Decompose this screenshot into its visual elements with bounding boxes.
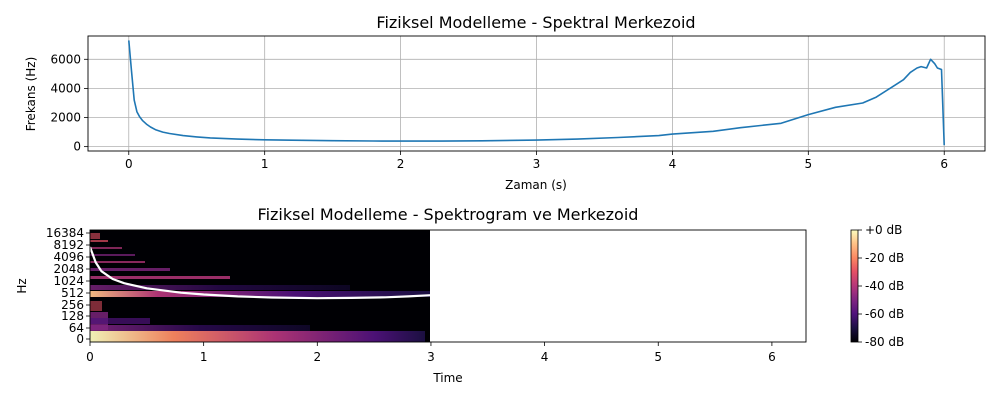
chart1-series-line — [128, 40, 945, 146]
centroid-line — [88, 246, 432, 300]
colorbar-tick-label: +0 dB — [865, 223, 902, 237]
chart1-y-tick-label: 0 — [73, 140, 81, 154]
chart2-y-tick-label: 1024 — [53, 274, 84, 288]
colorbar-ticks: +0 dB -20 dB -40 dB -60 dB -80 dB — [858, 223, 904, 349]
chart2-y-tick-label: 2048 — [53, 262, 84, 276]
chart2-y-tick-label: 128 — [61, 309, 84, 323]
chart1-grid — [88, 36, 985, 151]
chart2-x-tick-label: 3 — [427, 350, 435, 364]
chart2-y-tick-label: 16384 — [46, 226, 84, 240]
chart2-x-ticks: 0 1 2 3 4 5 6 — [86, 342, 776, 364]
chart1-x-tick-label: 3 — [533, 157, 541, 171]
chart2-x-tick-label: 1 — [200, 350, 208, 364]
chart1-x-ticks: 0 1 2 3 4 5 6 — [125, 151, 948, 171]
chart1-title: Fiziksel Modelleme - Spektral Merkezoid — [376, 13, 695, 32]
spectrogram-image — [90, 230, 806, 342]
chart1-y-ticks: 0 2000 4000 6000 — [50, 52, 88, 154]
chart2-y-tick-label: 512 — [61, 286, 84, 300]
chart2-y-tick-label: 256 — [61, 298, 84, 312]
chart2-y-label: Hz — [15, 278, 29, 293]
chart2-x-tick-label: 5 — [654, 350, 662, 364]
chart1-x-tick-label: 5 — [804, 157, 812, 171]
colorbar-tick-label: -60 dB — [865, 307, 904, 321]
chart1-x-tick-label: 1 — [261, 157, 269, 171]
chart1-x-tick-label: 6 — [940, 157, 948, 171]
chart2-x-tick-label: 4 — [541, 350, 549, 364]
chart2-x-label: Time — [432, 371, 462, 385]
colorbar-tick-label: -20 dB — [865, 251, 904, 265]
chart2-y-tick-label: 0 — [76, 332, 84, 346]
colorbar — [850, 229, 859, 343]
chart1-y-tick-label: 2000 — [50, 111, 81, 125]
chart1-x-tick-label: 0 — [125, 157, 133, 171]
chart2-axes-frame — [89, 229, 807, 343]
chart2-title: Fiziksel Modelleme - Spektrogram ve Merk… — [258, 205, 639, 224]
chart1-y-tick-label: 4000 — [50, 81, 81, 95]
chart1-x-tick-label: 2 — [397, 157, 405, 171]
colorbar-tick-label: -40 dB — [865, 279, 904, 293]
chart2-x-tick-label: 0 — [86, 350, 94, 364]
chart1-x-tick-label: 4 — [669, 157, 677, 171]
chart2-y-tick-label: 4096 — [53, 250, 84, 264]
chart2-x-tick-label: 2 — [313, 350, 321, 364]
chart1-x-label: Zaman (s) — [505, 178, 567, 192]
chart2-x-tick-label: 6 — [768, 350, 776, 364]
chart1-y-label: Frekans (Hz) — [24, 57, 38, 132]
chart2-y-tick-label: 8192 — [53, 238, 84, 252]
colorbar-tick-label: -80 dB — [865, 335, 904, 349]
chart1-y-tick-label: 6000 — [50, 52, 81, 66]
chart2-y-tick-label: 64 — [69, 321, 84, 335]
